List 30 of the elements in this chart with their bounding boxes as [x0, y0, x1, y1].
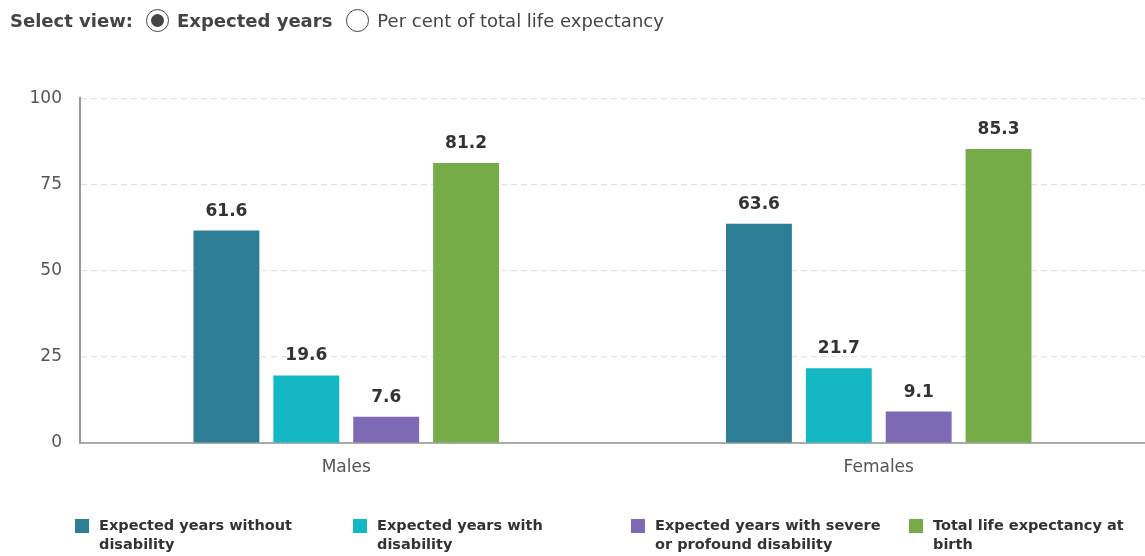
y-tick-label: 0 — [51, 431, 62, 452]
legend-label: Expected years with disability — [377, 516, 544, 554]
bar — [805, 368, 872, 443]
text: Expected years — [177, 9, 333, 31]
legend-label: Total life expectancy at birth — [933, 516, 1125, 554]
legend-label: Expected years without disability — [99, 516, 293, 554]
data-label: 19.6 — [285, 344, 328, 365]
bar — [273, 375, 340, 443]
data-label: 81.2 — [445, 132, 488, 153]
bar — [885, 411, 952, 443]
data-label: 63.6 — [737, 192, 780, 213]
data-label: 7.6 — [371, 385, 402, 406]
bar — [193, 230, 260, 443]
bar — [433, 163, 500, 443]
legend-label: Expected years with severe or profound disability — [655, 516, 882, 554]
bar — [353, 416, 420, 443]
y-tick-label: 75 — [40, 172, 62, 193]
bar — [725, 223, 792, 443]
data-label: 85.3 — [977, 117, 1020, 138]
bar — [965, 148, 1032, 443]
y-tick-label: 100 — [29, 86, 62, 107]
y-tick-label: 25 — [40, 345, 62, 366]
text: Per cent of total life expectancy — [377, 9, 664, 31]
text: Select view: — [10, 9, 134, 31]
data-label: 9.1 — [903, 380, 934, 401]
x-tick-label: Females — [843, 455, 915, 476]
data-label: 61.6 — [205, 199, 248, 220]
data-label: 21.7 — [817, 337, 860, 358]
x-tick-label: Males — [321, 455, 371, 476]
y-tick-label: 50 — [40, 259, 62, 280]
